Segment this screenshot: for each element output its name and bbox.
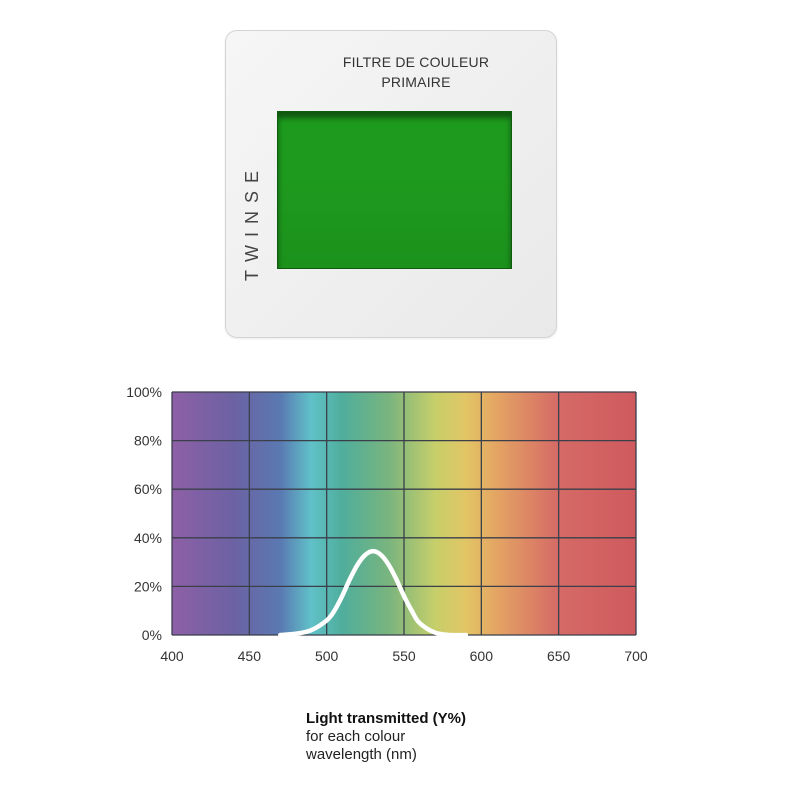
slide-title-line2: PRIMAIRE [381,74,451,90]
transmission-curve [278,548,469,638]
y-tick-label: 60% [134,481,162,497]
x-tick-label: 700 [624,648,648,664]
x-axis-ticks: 400 450 500 550 600 650 700 [160,648,648,664]
x-tick-label: 600 [470,648,494,664]
y-tick-label: 100% [126,384,162,400]
transmission-chart: 0% 20% 40% 60% 80% 100% 400 450 500 550 600 650 700 [126,384,648,664]
y-tick-label: 80% [134,433,162,449]
x-tick-label: 550 [392,648,416,664]
x-tick-label: 500 [315,648,339,664]
caption-line3: wavelength (nm) [306,746,417,763]
green-filter-window [277,111,512,269]
chart-grid [171,391,637,636]
x-tick-label: 400 [160,648,184,664]
caption-line2: for each colour [306,728,406,745]
chart-series [278,548,469,638]
chart-caption: Light transmitted (Y%) for each colour w… [306,710,466,764]
y-axis-ticks: 0% 20% 40% 60% 80% 100% [126,384,162,643]
caption-title: Light transmitted (Y%) [306,710,466,727]
x-tick-label: 650 [547,648,571,664]
color-filter-slide: FILTRE DE COULEUR PRIMAIRE TWINSE [225,30,557,338]
y-tick-label: 0% [142,627,162,643]
y-tick-label: 20% [134,578,162,594]
y-tick-label: 40% [134,530,162,546]
slide-title-line1: FILTRE DE COULEUR [342,54,490,70]
x-tick-label: 450 [238,648,262,664]
